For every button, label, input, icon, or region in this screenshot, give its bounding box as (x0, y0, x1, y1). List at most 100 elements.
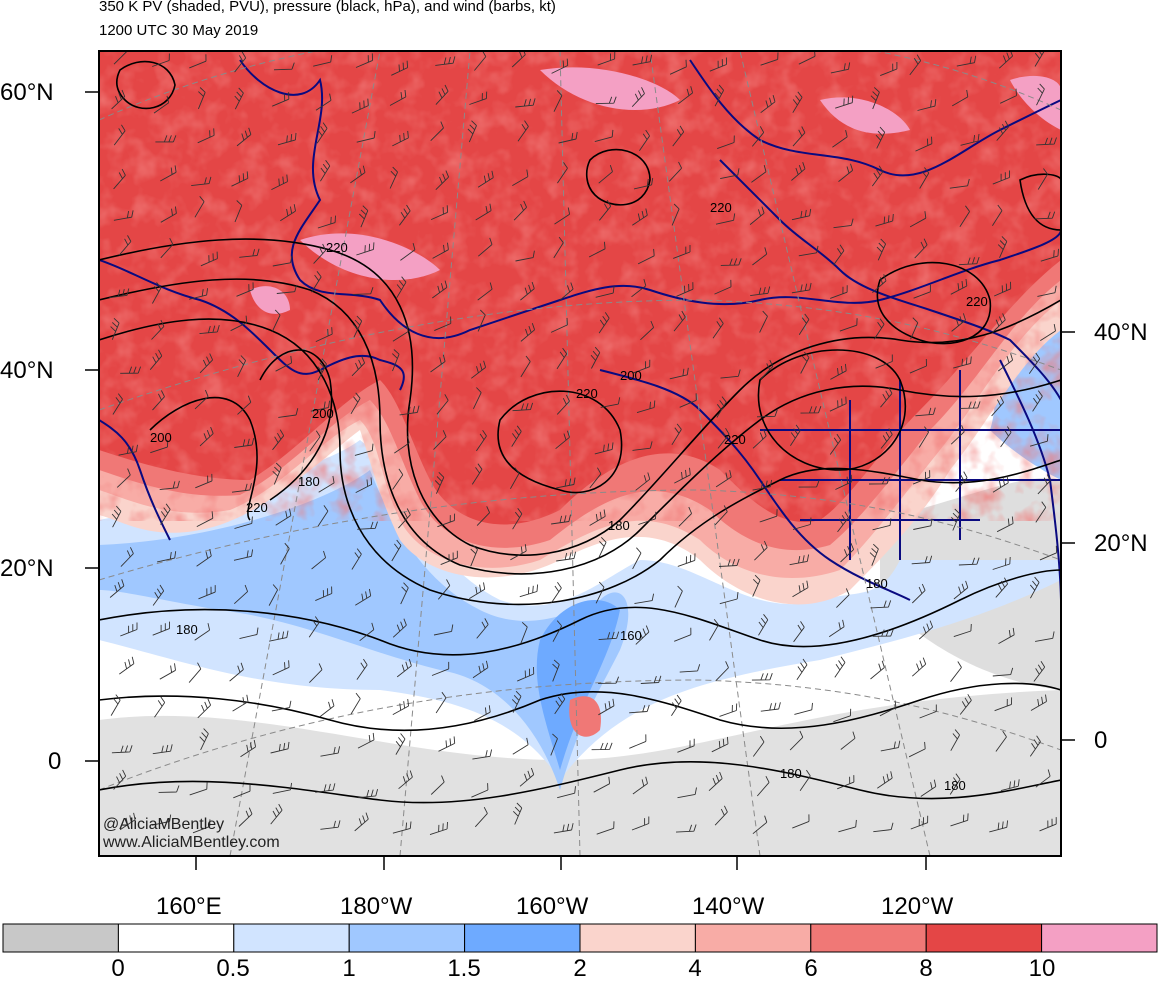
contour-label: 180 (608, 518, 630, 533)
wind-barb (1036, 137, 1057, 146)
wind-barb (995, 577, 1008, 598)
wind-barb (638, 511, 657, 525)
wind-barb (229, 662, 244, 682)
contour-label: 200 (150, 430, 172, 445)
wind-barb (355, 53, 374, 68)
wind-barb (429, 821, 448, 836)
wind-barb (510, 467, 520, 490)
wind-barb (714, 805, 728, 826)
wind-barb (714, 84, 724, 107)
wind-barb (392, 468, 404, 490)
wind-barb (909, 358, 927, 374)
watermark-handle: @AliciaMBentley (103, 816, 225, 833)
wind-barb (236, 282, 254, 297)
wind-barb (791, 162, 806, 181)
wind-barb (199, 426, 214, 447)
wind-barb (631, 87, 645, 108)
wind-barb (519, 767, 535, 787)
lat-label-left: 60°N (0, 79, 54, 106)
wind-barb (398, 770, 413, 790)
wind-barb (112, 393, 123, 415)
wind-barb (239, 627, 259, 640)
wind-barb (469, 91, 488, 105)
wind-barb (1040, 324, 1056, 341)
wind-barb (271, 174, 288, 191)
wind-barb (837, 511, 849, 533)
wind-barb (430, 121, 444, 142)
wind-barb (278, 408, 299, 418)
wind-barb (709, 619, 719, 641)
wind-barb (908, 741, 926, 758)
wind-barb (752, 815, 768, 835)
wind-barb (998, 353, 1014, 372)
wind-barb (153, 95, 170, 114)
wind-barb (598, 676, 620, 684)
wind-barb (553, 236, 564, 259)
wind-barb (120, 622, 138, 637)
wind-barb (871, 165, 884, 187)
colorbar-label: 2 (573, 955, 587, 982)
wind-barb (317, 215, 336, 229)
wind-barb (469, 582, 486, 599)
wind-barb (830, 285, 848, 299)
wind-barb (835, 95, 854, 109)
wind-barb (435, 170, 450, 191)
wind-barb (639, 129, 650, 151)
wind-barb (309, 430, 321, 452)
wind-barb (632, 776, 648, 795)
wind-barb (189, 54, 207, 69)
wind-barb (868, 477, 890, 485)
wind-barb (160, 237, 174, 259)
wind-barb (959, 694, 972, 715)
wind-barb (471, 463, 483, 485)
wind-barb (237, 355, 247, 377)
wind-barb (1036, 83, 1045, 106)
wind-barb (356, 658, 368, 680)
wind-barb (789, 554, 810, 566)
wind-barb (915, 136, 933, 152)
wind-barb (231, 171, 249, 187)
chart-subtitle: 1200 UTC 30 May 2019 (99, 22, 259, 39)
wind-barb (194, 623, 211, 641)
wind-barb (472, 660, 489, 679)
wind-barb (951, 89, 969, 107)
wind-barb (593, 776, 611, 793)
wind-barb (870, 87, 880, 110)
wind-barb (392, 618, 407, 638)
wind-barb (517, 120, 529, 142)
wind-barb (268, 584, 278, 606)
wind-barb (113, 168, 126, 190)
wind-barb (720, 258, 742, 266)
wind-barb (120, 547, 134, 567)
wind-barb (798, 313, 810, 335)
wind-barb (155, 135, 177, 143)
wind-barb (510, 544, 527, 561)
wind-barb (751, 673, 773, 681)
wind-barb (991, 395, 1004, 417)
wind-barb (391, 60, 409, 76)
wind-barb (880, 62, 898, 77)
wind-barb (716, 396, 727, 418)
wind-barb (949, 178, 970, 189)
wind-barb (471, 783, 489, 798)
wind-barb (949, 773, 961, 795)
wind-barb (515, 98, 536, 108)
wind-barb (598, 698, 615, 716)
wind-barb (231, 483, 252, 493)
colorbar-swatch (464, 923, 581, 953)
wind-barb (430, 205, 449, 221)
wind-barb (320, 160, 331, 182)
wind-barb (271, 309, 281, 332)
wind-barb (992, 667, 1014, 677)
wind-barb (720, 369, 741, 379)
lat-label-right: 0 (1094, 727, 1108, 754)
wind-barb (1035, 501, 1047, 523)
colorbar-label: 1.5 (447, 955, 481, 982)
wind-barb (917, 99, 937, 111)
wind-barb (1000, 426, 1012, 448)
wind-barb (232, 694, 249, 712)
wind-barb (394, 436, 410, 454)
lat-label-right: 20°N (1094, 530, 1148, 557)
wind-barb (629, 704, 650, 714)
wind-barb (392, 324, 409, 342)
